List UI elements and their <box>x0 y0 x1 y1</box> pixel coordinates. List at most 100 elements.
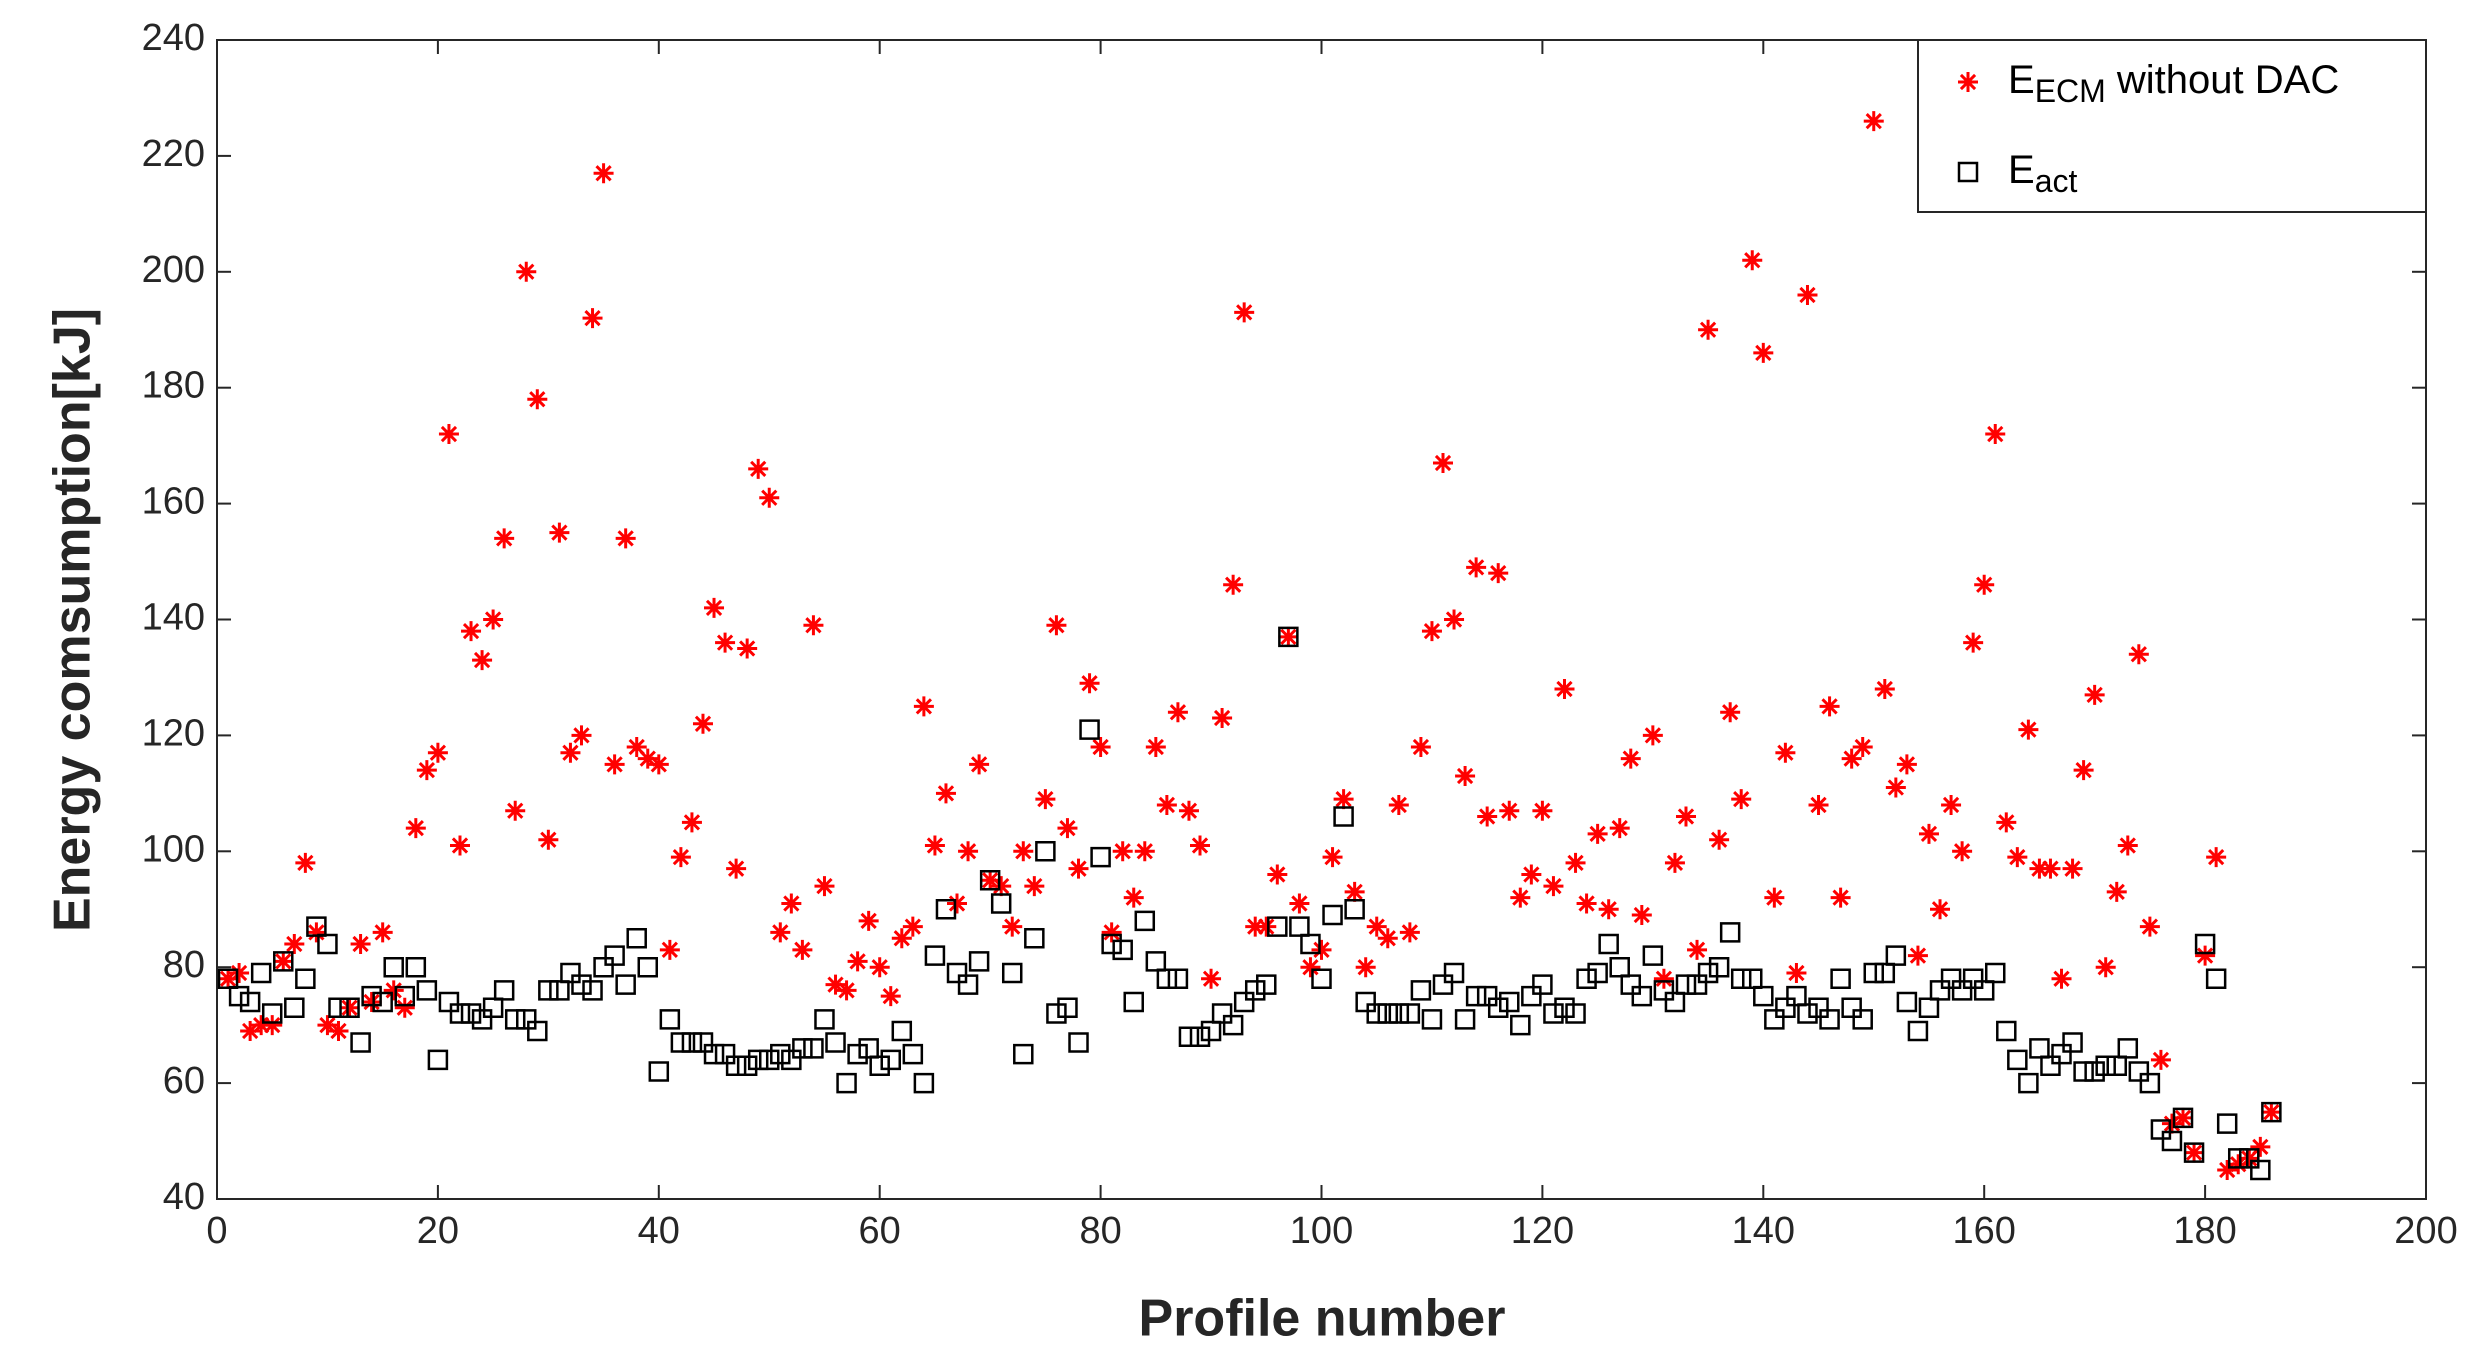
data-point <box>273 951 294 972</box>
data-point <box>935 899 957 920</box>
data-point <box>1090 736 1111 757</box>
data-point <box>1565 852 1586 873</box>
data-point <box>902 916 923 937</box>
data-point <box>1543 876 1564 897</box>
data-point <box>1300 957 1321 978</box>
data-point <box>670 847 691 868</box>
legend-box <box>1917 39 2427 213</box>
data-point <box>516 261 537 282</box>
data-point <box>714 1043 736 1065</box>
data-point <box>1874 679 1895 700</box>
data-point <box>1267 864 1288 885</box>
data-point <box>1808 794 1829 815</box>
data-point <box>1963 632 1984 653</box>
data-point <box>527 1020 548 1042</box>
data-point <box>1532 974 1553 995</box>
data-point <box>1819 696 1840 717</box>
data-point <box>350 1032 371 1053</box>
y-tick-label: 60 <box>163 1060 205 1102</box>
y-tick-label: 100 <box>142 828 205 870</box>
data-point <box>1962 968 1984 990</box>
data-point <box>1090 846 1111 868</box>
data-point <box>383 980 404 1001</box>
data-point <box>1024 927 1045 949</box>
data-point <box>1930 899 1951 920</box>
data-point <box>1333 789 1354 810</box>
data-point <box>2150 1119 2172 1140</box>
data-point <box>1576 893 1597 914</box>
data-point <box>2172 1107 2194 1129</box>
x-tick-label: 40 <box>638 1210 680 1252</box>
data-point <box>1532 800 1553 821</box>
data-point <box>560 742 581 763</box>
data-point <box>1112 939 1133 961</box>
data-point <box>2040 858 2061 879</box>
data-point <box>2018 719 2039 740</box>
data-point <box>1620 974 1642 995</box>
data-point <box>2250 1159 2271 1181</box>
x-axis-label: Profile number <box>1139 1290 1506 1348</box>
data-point <box>990 893 1012 914</box>
data-point <box>2007 1049 2028 1071</box>
data-point <box>1598 933 1619 955</box>
legend-label-rest: without DAC <box>2106 58 2339 102</box>
data-point <box>1687 939 1708 960</box>
data-point <box>1499 991 1520 1013</box>
data-point <box>582 308 603 329</box>
data-point <box>2183 1142 2205 1163</box>
data-point <box>913 696 934 717</box>
data-point <box>1455 765 1476 786</box>
data-point <box>1885 945 1907 966</box>
data-point <box>2029 858 2050 879</box>
data-point <box>416 980 438 1001</box>
data-point <box>1808 997 1829 1019</box>
y-axis-label: Energy comsumption[kJ] <box>44 308 102 932</box>
data-point <box>1642 945 1664 966</box>
data-point <box>1907 1020 1929 1042</box>
data-point <box>262 1015 283 1036</box>
plot-area <box>216 39 2427 1200</box>
y-tick-label: 80 <box>163 944 205 986</box>
data-point <box>1488 563 1509 584</box>
data-point <box>1941 794 1962 815</box>
data-point <box>438 424 459 445</box>
y-tick-label: 160 <box>142 481 205 523</box>
y-tick-label: 200 <box>142 249 205 291</box>
data-point <box>2161 1130 2183 1152</box>
data-point <box>2095 957 2116 978</box>
data-point <box>394 985 416 1007</box>
data-point <box>1841 997 1862 1019</box>
data-point <box>637 748 658 769</box>
data-point <box>2128 644 2149 665</box>
data-point <box>372 922 393 943</box>
data-point <box>2062 1032 2083 1053</box>
data-point <box>1587 823 1608 844</box>
data-point <box>317 933 338 955</box>
data-point <box>715 632 736 653</box>
data-point <box>2139 916 2160 937</box>
data-point <box>1974 574 1995 595</box>
data-point <box>924 945 946 966</box>
data-point <box>1598 899 1619 920</box>
data-point <box>538 829 559 850</box>
data-point <box>1653 968 1674 989</box>
y-tick-label: 40 <box>163 1176 205 1218</box>
data-point <box>1764 887 1785 908</box>
data-point <box>1698 319 1719 340</box>
data-point <box>1775 742 1796 763</box>
legend-label-sub: act <box>2035 163 2078 199</box>
data-point <box>1167 968 1189 990</box>
y-tick-label: 240 <box>142 17 205 59</box>
data-point <box>1101 922 1122 943</box>
data-point <box>1035 789 1056 810</box>
data-point <box>1167 702 1188 723</box>
y-tick-label: 220 <box>142 133 205 175</box>
data-point <box>229 962 250 983</box>
data-point <box>2073 760 2094 781</box>
legend-label: Eact <box>2008 148 2077 200</box>
data-point <box>825 974 846 995</box>
data-point <box>1565 1003 1586 1024</box>
data-point <box>1444 609 1465 630</box>
data-point <box>2007 847 2028 868</box>
data-point <box>273 951 294 972</box>
